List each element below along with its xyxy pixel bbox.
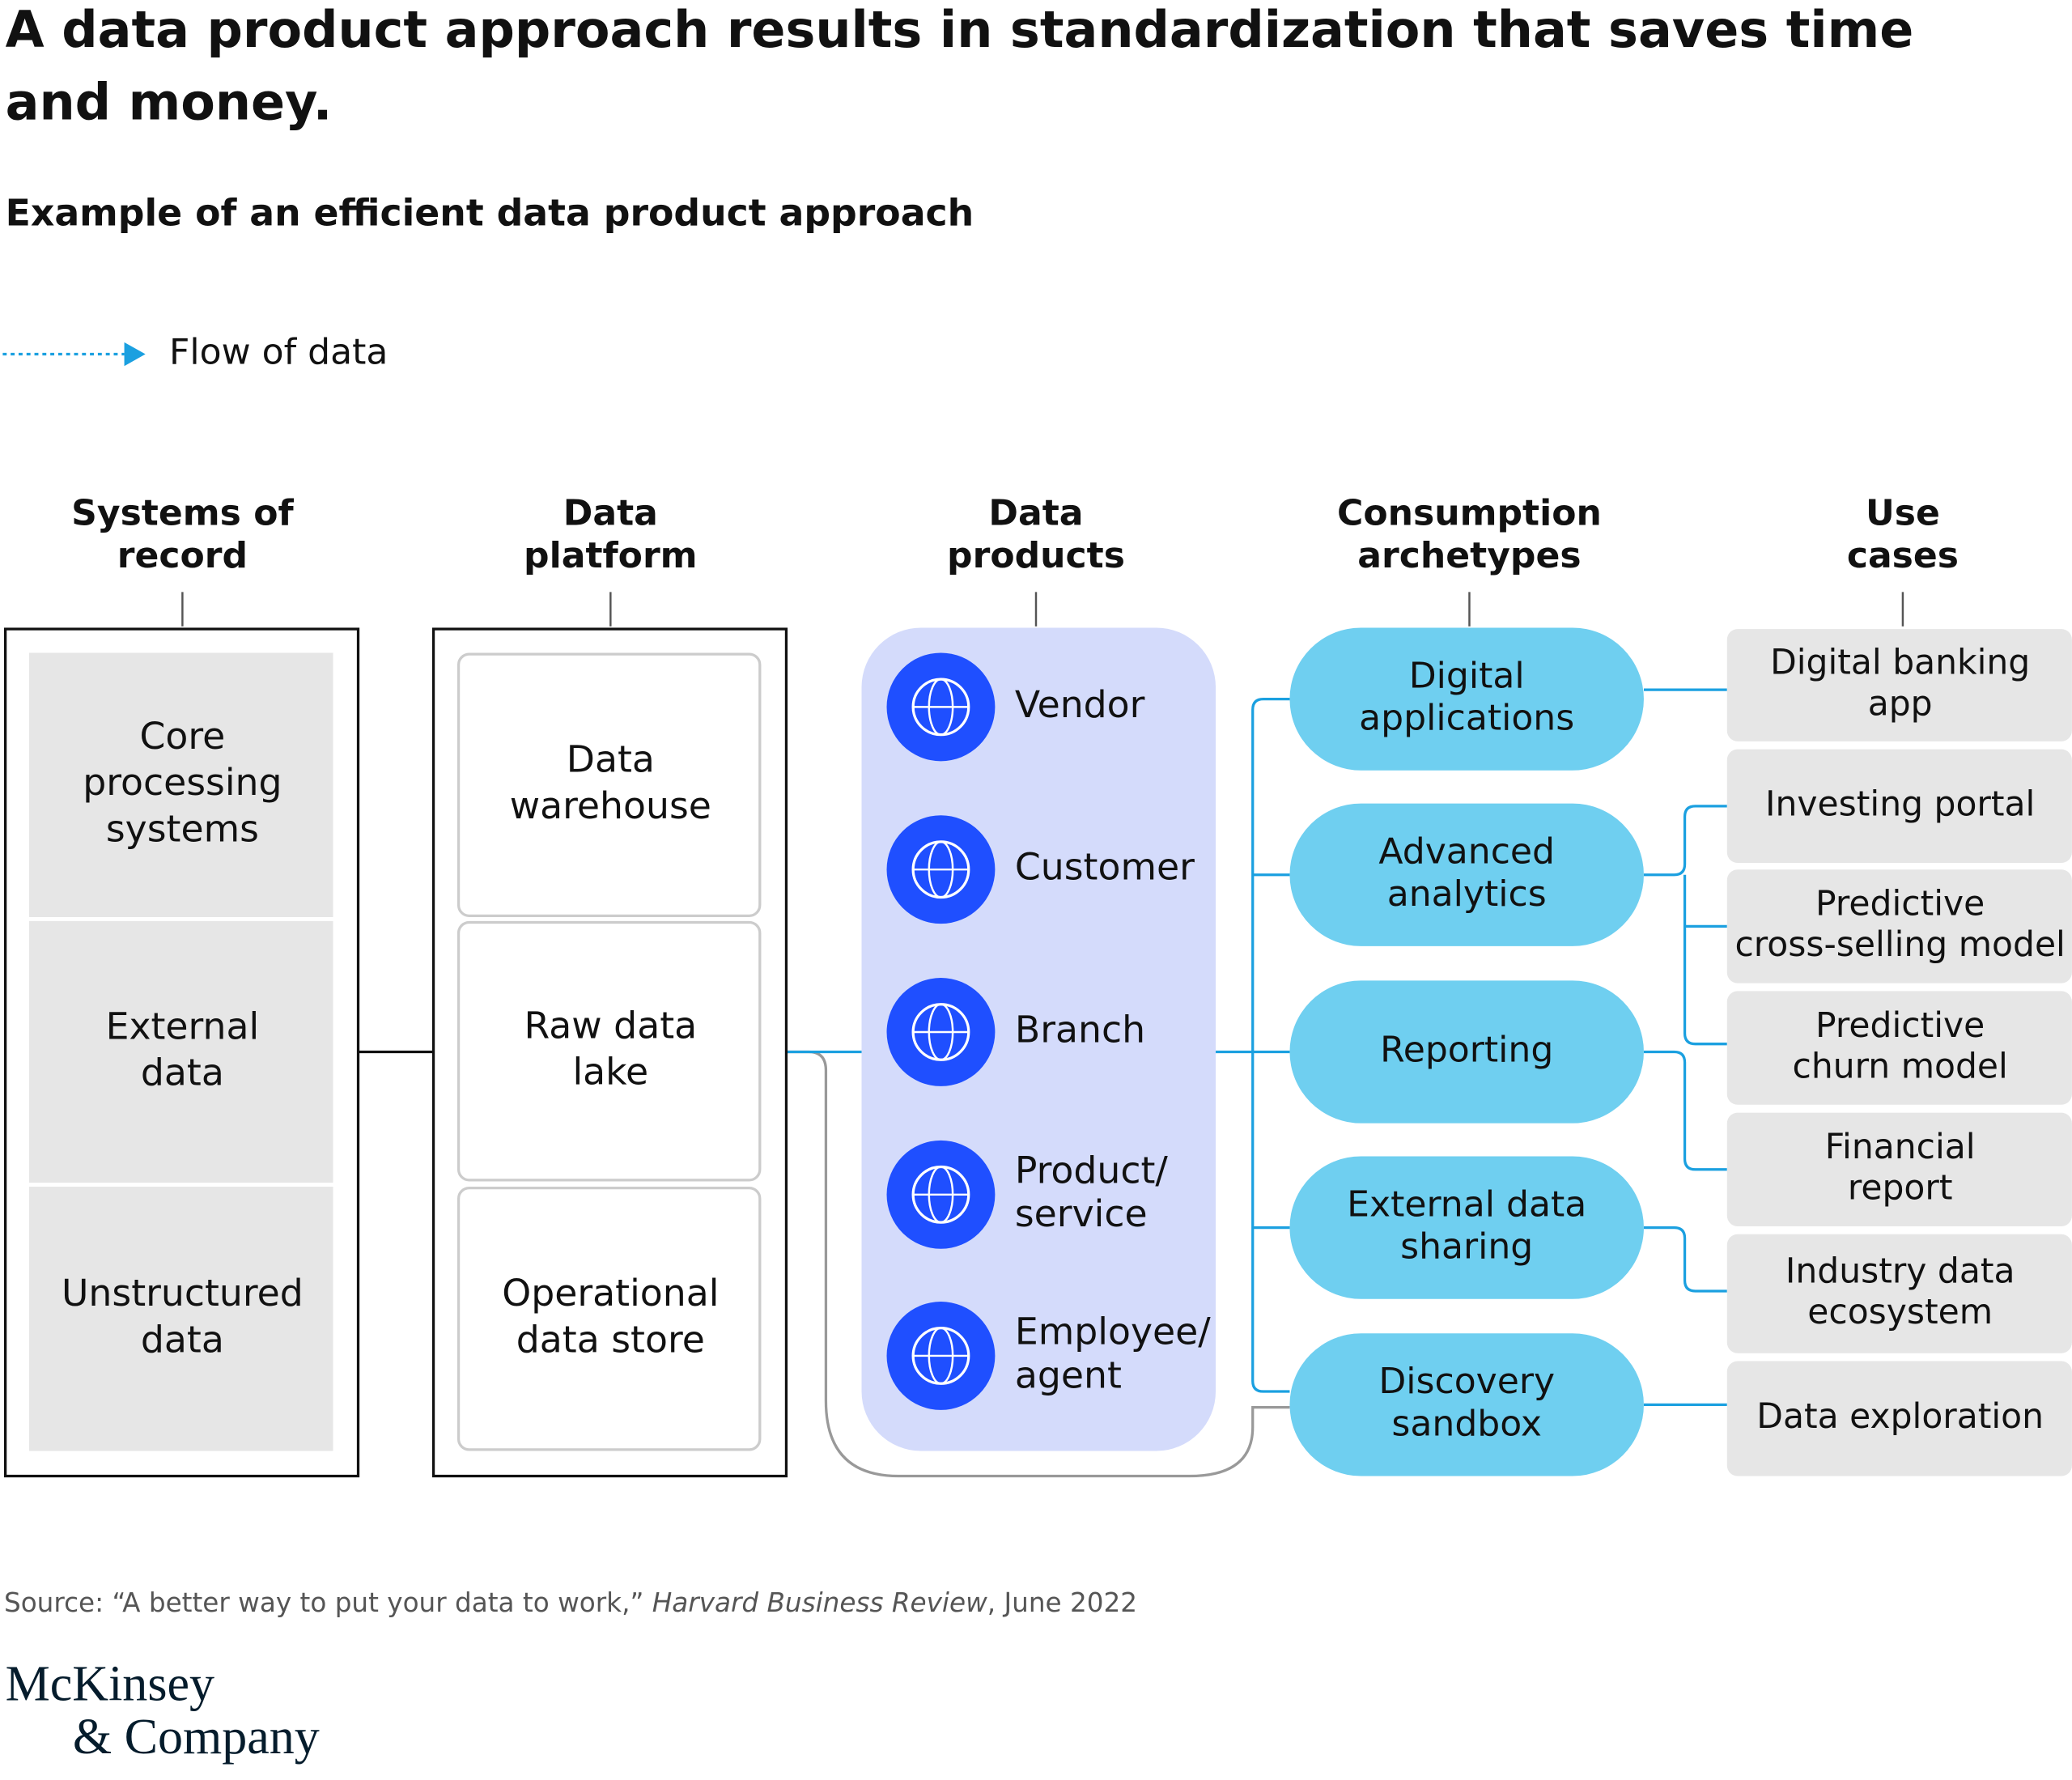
product-label: Customer xyxy=(1015,846,1195,889)
archetype-label: sandbox xyxy=(1391,1403,1542,1444)
system-label: Core xyxy=(140,715,226,758)
use-case-box xyxy=(1726,749,2072,864)
column-header: archetypes xyxy=(1357,535,1581,576)
system-label: External xyxy=(106,1005,260,1047)
platform-label: data store xyxy=(516,1318,705,1361)
system-label: processing xyxy=(83,761,282,804)
column-header: record xyxy=(117,535,248,576)
column-header: Data xyxy=(563,493,658,534)
systems-frame xyxy=(4,627,360,1478)
legend-label: Flow of data xyxy=(169,332,388,373)
use-case-label: ecosystem xyxy=(1807,1293,1993,1332)
use-case-box xyxy=(1726,1361,2072,1476)
source-prefix: Source: “A better way to put your data t… xyxy=(4,1587,652,1618)
use-case-box xyxy=(1726,629,2072,741)
logo-line: & Company xyxy=(73,1710,320,1765)
system-box xyxy=(29,920,333,1183)
archetype-pill xyxy=(1289,1156,1644,1299)
system-box xyxy=(29,652,333,917)
archetype-label: Discovery xyxy=(1378,1361,1555,1402)
subtitle: Example of an efficient data product app… xyxy=(6,192,974,235)
system-label: data xyxy=(141,1051,224,1094)
product-label: Product/ xyxy=(1015,1149,1169,1192)
column-header: Systems of xyxy=(71,493,294,534)
system-label: systems xyxy=(106,807,259,850)
archetype-pill xyxy=(1289,627,1644,771)
platform-label: warehouse xyxy=(510,784,711,827)
platform-box xyxy=(456,652,762,917)
product-label: Branch xyxy=(1015,1008,1145,1051)
use-case-label: Digital banking xyxy=(1770,644,2030,683)
use-case-label: churn model xyxy=(1792,1047,2007,1086)
platform-frame xyxy=(431,627,788,1478)
archetype-label: External data xyxy=(1347,1183,1586,1225)
archetype-label: Reporting xyxy=(1380,1029,1553,1070)
use-case-box xyxy=(1726,991,2072,1105)
use-case-label: Predictive xyxy=(1815,885,1985,924)
source: Source: “A better way to put your data t… xyxy=(4,1587,1137,1618)
use-case-label: report xyxy=(1848,1169,1953,1209)
product-label: Vendor xyxy=(1015,683,1145,726)
column-header: Data xyxy=(988,493,1083,534)
title-line: and money. xyxy=(6,73,333,132)
legend-arrow xyxy=(124,342,146,367)
use-case-label: Investing portal xyxy=(1765,784,2035,824)
archetype-label: Digital xyxy=(1409,655,1525,696)
platform-label: lake xyxy=(572,1051,648,1094)
product-label: agent xyxy=(1015,1353,1122,1396)
use-case-label: Financial xyxy=(1825,1128,1976,1167)
use-case-label: Data exploration xyxy=(1756,1397,2044,1437)
archetype-label: analytics xyxy=(1387,873,1547,915)
archetype-label: sharing xyxy=(1400,1226,1533,1268)
use-case-label: Predictive xyxy=(1815,1006,1985,1046)
system-box xyxy=(29,1187,333,1451)
archetype-pill xyxy=(1289,803,1644,946)
use-case-label: cross-selling model xyxy=(1734,925,2065,965)
product-label: Employee/ xyxy=(1015,1311,1211,1353)
use-case-box xyxy=(1726,869,2072,983)
column-header: Use xyxy=(1866,493,1940,534)
use-case-box xyxy=(1726,1234,2072,1353)
platform-box xyxy=(456,1187,762,1451)
platform-box xyxy=(456,920,762,1182)
source-suffix: , June 2022 xyxy=(987,1587,1137,1618)
column-header: platform xyxy=(524,535,698,576)
product-label: service xyxy=(1015,1192,1148,1235)
system-label: Unstructured xyxy=(62,1272,304,1315)
archetype-label: applications xyxy=(1359,698,1574,739)
use-case-label: app xyxy=(1868,684,1933,724)
column-header: Consumption xyxy=(1337,493,1602,534)
connectors xyxy=(358,688,1727,1478)
title-line: A data product approach results in stand… xyxy=(6,0,1914,59)
content: Systems ofrecordDataplatformDataproducts… xyxy=(29,493,2072,1476)
column-header: cases xyxy=(1847,535,1959,576)
platform-label: Data xyxy=(567,738,655,781)
logo-line: McKinsey xyxy=(6,1657,214,1712)
system-label: data xyxy=(141,1318,224,1361)
platform-label: Operational xyxy=(502,1272,719,1315)
source-italic: Harvard Business Review xyxy=(652,1587,987,1618)
platform-label: Raw data xyxy=(524,1005,698,1047)
use-case-label: Industry data xyxy=(1785,1251,2015,1291)
column-header: products xyxy=(947,535,1125,576)
use-case-box xyxy=(1726,1112,2072,1226)
archetype-label: Advanced xyxy=(1378,831,1555,873)
archetype-pill xyxy=(1289,1333,1644,1476)
archetype-pill xyxy=(1289,980,1644,1124)
